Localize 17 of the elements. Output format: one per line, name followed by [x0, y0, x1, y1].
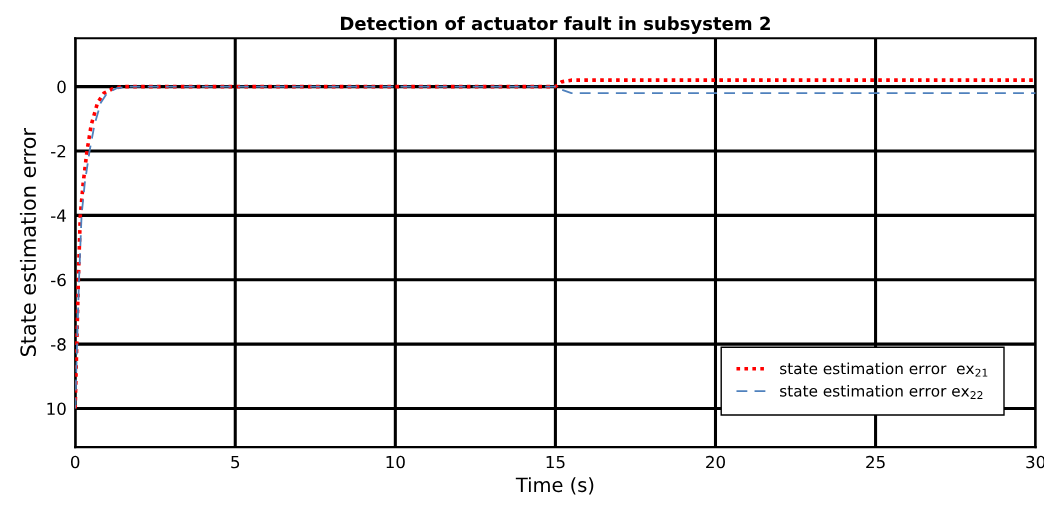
x-tick-label: 5: [231, 455, 240, 469]
y-tick-label: -4: [51, 209, 66, 222]
legend-label: state estimation error ex$_{22}$: [780, 384, 983, 400]
y-tick-label: 0: [57, 80, 66, 94]
x-axis-title: Time (s): [515, 477, 594, 495]
x-tick-label: 0: [70, 455, 80, 469]
y-tick-label: -8: [51, 338, 66, 351]
y-tick-label: 10: [47, 402, 66, 416]
x-tick-label: 20: [706, 455, 725, 469]
legend-label: state estimation error ex$_{21}$: [780, 362, 988, 377]
y-tick-label: -2: [51, 144, 66, 158]
y-axis-title: State estimation error: [19, 128, 37, 357]
y-tick-label: -6: [51, 273, 66, 287]
x-tick-label: 10: [386, 455, 405, 469]
chart-title: Detection of actuator fault in subsystem 2: [340, 16, 770, 34]
x-tick-label: 15: [546, 455, 565, 469]
x-tick-label: 25: [866, 455, 885, 469]
